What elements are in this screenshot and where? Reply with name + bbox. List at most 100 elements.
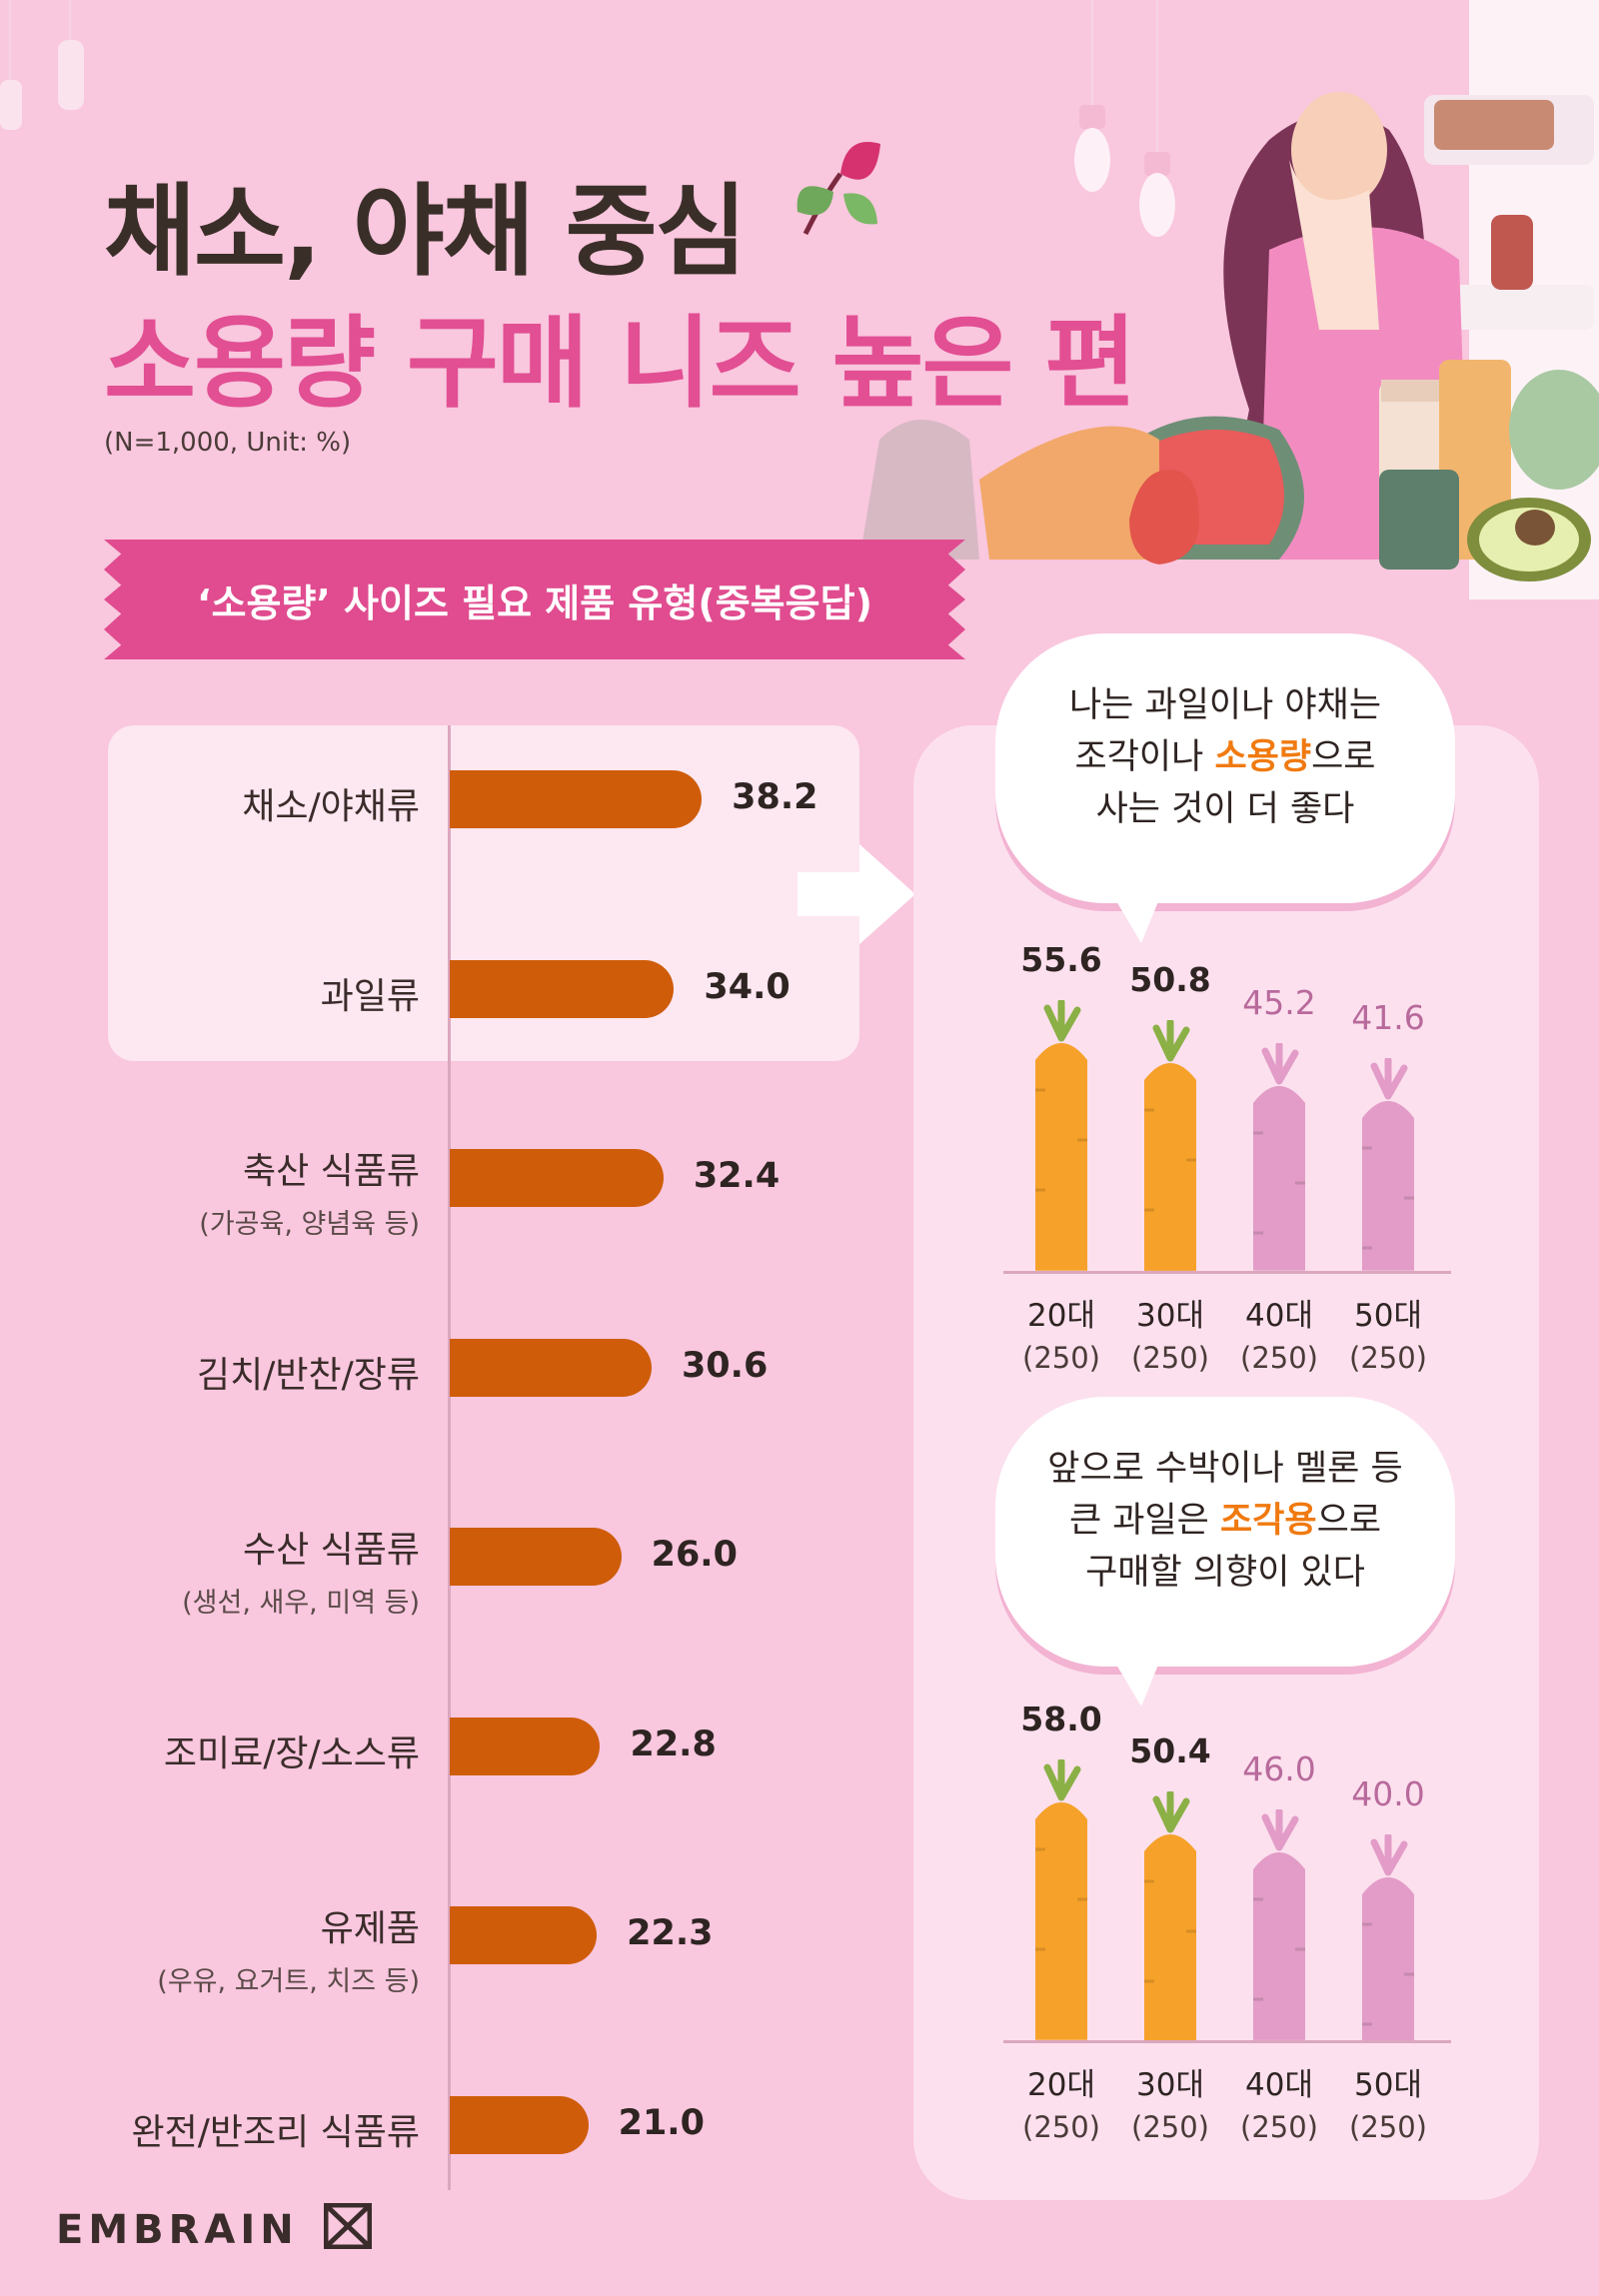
woman-groceries-illustration xyxy=(859,0,1599,599)
carrot-bar-shape xyxy=(1362,1056,1414,1271)
bar xyxy=(450,2095,589,2154)
bar-value-label: 22.8 xyxy=(630,1723,717,1764)
sample-note: (N=1,000, Unit: %) xyxy=(104,428,352,458)
bar-category-label: 채소/야채류 xyxy=(242,777,420,829)
category-name: 완전/반조리 식품류 xyxy=(131,2111,420,2153)
bar-category-label: 유제품 (우유, 요거트, 치즈 등) xyxy=(157,1899,420,1998)
bar-value-label: 21.0 xyxy=(618,2102,705,2143)
category-sub-label: (우유, 요거트, 치즈 등) xyxy=(157,1966,420,1997)
carrot-bar xyxy=(1239,1807,1319,2044)
bubble-2-line2-pre: 큰 과일은 xyxy=(1068,1501,1221,1541)
arrow-right-icon xyxy=(798,844,915,944)
category-name: 김치/반찬/장류 xyxy=(197,1354,420,1396)
bar xyxy=(450,1338,652,1397)
speech-bubble-1: 나는 과일이나 야채는 조각이나 소용량으로 사는 것이 더 좋다 xyxy=(995,633,1455,903)
bar-value-label: 22.3 xyxy=(627,1913,714,1953)
bar-category-label: 조미료/장/소스류 xyxy=(164,1724,420,1776)
bar-category-label: 완전/반조리 식품류 xyxy=(131,2103,420,2155)
column-value-label: 50.8 xyxy=(1129,960,1211,1000)
age-group-name: 20대 xyxy=(1027,2067,1095,2103)
age-group-name: 50대 xyxy=(1354,2067,1422,2103)
age-group-sample: (250) xyxy=(1022,2110,1100,2144)
age-group-sample: (250) xyxy=(1240,2110,1318,2144)
bar-value-label: 38.2 xyxy=(732,777,818,817)
carrot-bar xyxy=(1348,1056,1428,1275)
bar-value-label: 26.0 xyxy=(651,1535,738,1575)
bar-category-label: 수산 식품류 (생선, 새우, 미역 등) xyxy=(182,1521,420,1620)
bar-category-label: 축산 식품류 (가공육, 양념육 등) xyxy=(199,1142,420,1241)
age-group-sample: (250) xyxy=(1240,1341,1318,1375)
column-value-label: 46.0 xyxy=(1242,1749,1316,1789)
bar xyxy=(450,959,675,1018)
age-group-name: 40대 xyxy=(1245,2067,1313,2103)
age-group-name: 30대 xyxy=(1136,2067,1204,2103)
bar-category-label: 과일류 xyxy=(321,967,420,1019)
bubble-1-line2-post: 으로 xyxy=(1311,737,1376,777)
bubble-1-line3: 사는 것이 더 좋다 xyxy=(1095,789,1355,829)
category-name: 조미료/장/소스류 xyxy=(163,1732,420,1774)
leaf-icon xyxy=(797,142,880,236)
bubble-2-line2-post: 으로 xyxy=(1316,1501,1382,1541)
column-value-label: 41.6 xyxy=(1351,998,1425,1038)
logo-mark-icon xyxy=(323,2202,373,2250)
carrot-bar xyxy=(1130,1789,1210,2044)
carrot-bar xyxy=(1239,1041,1319,1275)
column-value-label: 45.2 xyxy=(1242,983,1316,1023)
chart-banner-label: ‘소용량’ 사이즈 필요 제품 유형(중복응답) xyxy=(197,580,872,625)
bar-value-label: 34.0 xyxy=(704,966,791,1007)
carrot-bar-shape xyxy=(1144,1789,1196,2040)
bubble-2-line3: 구매할 의향이 있다 xyxy=(1085,1553,1365,1593)
chart-baseline xyxy=(1003,2040,1451,2043)
column-value-label: 50.4 xyxy=(1129,1730,1211,1770)
age-group-label: 40대 (250) xyxy=(1224,1295,1334,1379)
carrot-bar-shape xyxy=(1362,1832,1414,2040)
carrot-bar xyxy=(1021,998,1101,1275)
age-group-sample: (250) xyxy=(1131,1341,1209,1375)
age-group-label: 30대 (250) xyxy=(1115,2064,1225,2148)
category-name: 유제품 xyxy=(320,1908,420,1949)
speech-bubble-1-tail xyxy=(1109,889,1163,943)
age-group-name: 30대 xyxy=(1136,1298,1204,1334)
speech-bubble-2: 앞으로 수박이나 멜론 등 큰 과일은 조각용으로 구매할 의향이 있다 xyxy=(995,1397,1455,1667)
bubble-1-highlight: 소용량 xyxy=(1214,737,1312,777)
logo-text: EMBRAIN xyxy=(56,2207,299,2253)
bubble-1-line2: 조각이나 소용량으로 xyxy=(995,731,1455,783)
bar-value-label: 32.4 xyxy=(693,1156,781,1196)
category-name: 수산 식품류 xyxy=(242,1530,420,1571)
chart-banner: ‘소용량’ 사이즈 필요 제품 유형(중복응답) xyxy=(104,540,965,659)
age-group-name: 40대 xyxy=(1245,1298,1313,1334)
carrot-bar xyxy=(1348,1832,1428,2044)
bar xyxy=(450,1149,664,1207)
category-name: 채소/야채류 xyxy=(242,786,420,827)
speech-bubble-2-text: 앞으로 수박이나 멜론 등 큰 과일은 조각용으로 구매할 의향이 있다 xyxy=(995,1443,1455,1599)
age-group-name: 50대 xyxy=(1354,1298,1422,1334)
carrot-bar-shape xyxy=(1253,1807,1305,2040)
category-sub-label: (생선, 새우, 미역 등) xyxy=(182,1588,420,1619)
column-value-label: 40.0 xyxy=(1351,1774,1425,1813)
bubble-2-highlight: 조각용 xyxy=(1220,1501,1317,1541)
bar xyxy=(450,770,703,828)
column-value-label: 55.6 xyxy=(1020,940,1102,980)
carrot-bar-shape xyxy=(1035,1757,1087,2040)
carrot-bar-shape xyxy=(1144,1018,1196,1271)
age-group-label: 30대 (250) xyxy=(1115,1295,1225,1379)
bar-value-label: 30.6 xyxy=(681,1345,769,1386)
bar xyxy=(450,1528,622,1586)
chart-baseline xyxy=(1003,1271,1451,1274)
bar xyxy=(450,1717,601,1775)
age-group-label: 50대 (250) xyxy=(1333,1295,1443,1379)
carrot-bar-shape xyxy=(1035,998,1087,1271)
age-group-label: 40대 (250) xyxy=(1224,2064,1334,2148)
category-sub-label: (가공육, 양념육 등) xyxy=(199,1209,420,1240)
category-name: 과일류 xyxy=(320,975,420,1017)
age-group-label: 50대 (250) xyxy=(1333,2064,1443,2148)
speech-bubble-1-text: 나는 과일이나 야채는 조각이나 소용량으로 사는 것이 더 좋다 xyxy=(995,679,1455,835)
age-group-sample: (250) xyxy=(1349,1341,1427,1375)
age-group-label: 20대 (250) xyxy=(1006,2064,1116,2148)
bar xyxy=(450,1906,598,1964)
speech-bubble-2-tail xyxy=(1109,1653,1163,1707)
bubble-1-line1: 나는 과일이나 야채는 xyxy=(1068,685,1382,725)
embrain-logo: EMBRAIN xyxy=(56,2202,373,2253)
carrot-bar-shape xyxy=(1253,1041,1305,1271)
category-name: 축산 식품류 xyxy=(242,1151,420,1192)
